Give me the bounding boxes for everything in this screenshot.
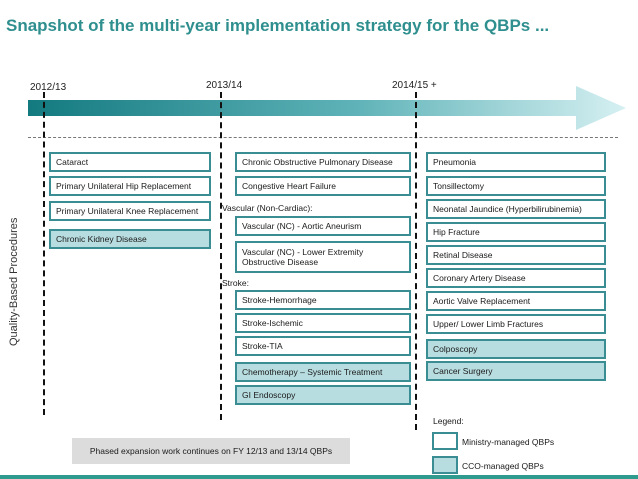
qbp-box-chronic-kidney: Chronic Kidney Disease [49,229,211,249]
qbp-box-limb-fractures: Upper/ Lower Limb Fractures [426,314,606,334]
qbp-box-tonsillectomy: Tonsillectomy [426,176,606,196]
divider-2013-14 [220,92,222,420]
phased-expansion-note: Phased expansion work continues on FY 12… [72,438,350,464]
qbp-box-stroke-tia: Stroke-TIA [235,336,411,356]
qbp-box-hip-fracture: Hip Fracture [426,222,606,242]
qbp-box-stroke-hemorrhage: Stroke-Hemorrhage [235,290,411,310]
legend-swatch-cco [432,456,458,474]
legend-swatch-ministry [432,432,458,450]
timeline-separator [28,137,618,138]
qbp-box-cataract: Cataract [49,152,211,172]
year-label-2012-13: 2012/13 [30,82,67,93]
timeline-arrow [28,86,626,130]
qbp-box-colposcopy: Colposcopy [426,339,606,359]
year-label-2014-15: 2014/15 + [392,80,437,91]
qbp-box-neonatal-jaundice: Neonatal Jaundice (Hyperbilirubinemia) [426,199,606,219]
qbp-box-copd: Chronic Obstructive Pulmonary Disease [235,152,411,172]
qbp-box-stroke-ischemic: Stroke-Ischemic [235,313,411,333]
legend-label-ministry: Ministry-managed QBPs [462,437,555,447]
page-title: Snapshot of the multi-year implementatio… [6,16,550,35]
qbp-box-cancer-surgery: Cancer Surgery [426,361,606,381]
qbp-box-hip-replacement: Primary Unilateral Hip Replacement [49,176,211,196]
legend-label-cco: CCO-managed QBPs [462,461,544,471]
y-axis-label: Quality-Based Procedures [8,217,20,346]
qbp-box-chemotherapy: Chemotherapy – Systemic Treatment [235,362,411,382]
qbp-box-aortic-valve: Aortic Valve Replacement [426,291,606,311]
divider-2014-15 [415,92,417,430]
qbp-box-knee-replacement: Primary Unilateral Knee Replacement [49,201,211,221]
bottom-rule [0,475,638,479]
qbp-box-retinal-disease: Retinal Disease [426,245,606,265]
year-label-2013-14: 2013/14 [206,80,243,91]
qbp-box-chf: Congestive Heart Failure [235,176,411,196]
group-label-stroke: Stroke: [222,278,249,288]
group-label-vascular: Vascular (Non-Cardiac): [222,203,313,213]
qbp-box-pneumonia: Pneumonia [426,152,606,172]
divider-2012-13 [43,92,45,415]
qbp-box-coronary-artery: Coronary Artery Disease [426,268,606,288]
qbp-box-gi-endoscopy: GI Endoscopy [235,385,411,405]
qbp-box-vascular-aortic: Vascular (NC) - Aortic Aneurism [235,216,411,236]
qbp-box-vascular-lower-extremity: Vascular (NC) - Lower Extremity Obstruct… [235,241,411,273]
legend-title: Legend: [433,416,464,426]
